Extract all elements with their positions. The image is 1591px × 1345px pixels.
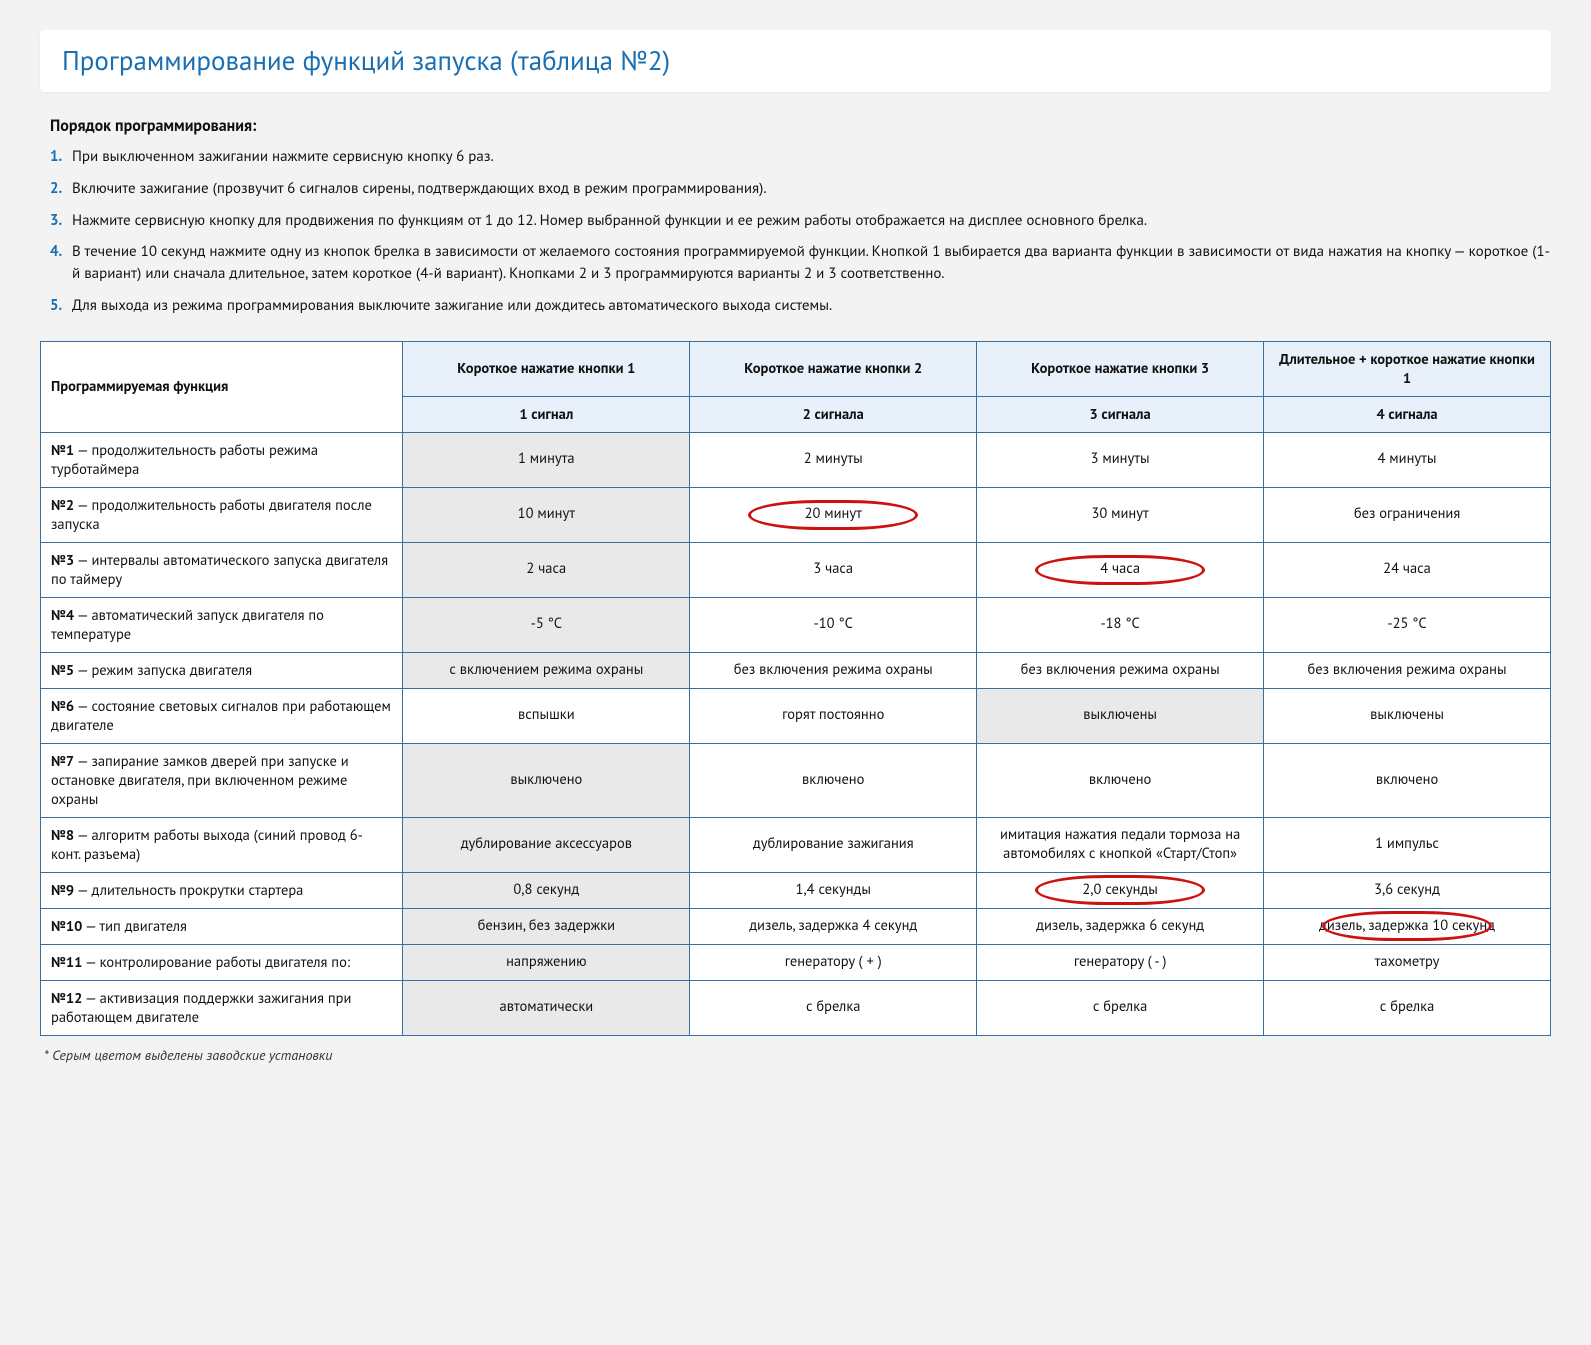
func-cell: №7 — запирание замков дверей при запуске…: [41, 743, 403, 817]
option-cell: дублирование аксессуаров: [403, 817, 690, 872]
option-cell: -25 °C: [1264, 597, 1551, 652]
option-cell: с брелка: [977, 980, 1264, 1035]
option-cell: тахометру: [1264, 944, 1551, 980]
func-cell: №9 — длительность прокрутки стартера: [41, 872, 403, 908]
steps-list: При выключенном зажигании нажмите сервис…: [50, 146, 1551, 317]
table-row: №2 — продолжительность работы двигателя …: [41, 487, 1551, 542]
option-cell: дизель, задержка 6 секунд: [977, 908, 1264, 944]
option-cell: без включения режима охраны: [977, 652, 1264, 688]
option-cell: 2 минуты: [690, 432, 977, 487]
option-cell: 1 минута: [403, 432, 690, 487]
highlight-circle: [748, 500, 918, 530]
option-cell: дизель, задержка 4 секунд: [690, 908, 977, 944]
step-item: В течение 10 секунд нажмите одну из кноп…: [50, 241, 1551, 285]
th-sig1: 1 сигнал: [403, 396, 690, 432]
option-cell: -18 °C: [977, 597, 1264, 652]
table-row: №1 — продолжительность работы режима тур…: [41, 432, 1551, 487]
option-cell: напряжению: [403, 944, 690, 980]
option-cell: вспышки: [403, 688, 690, 743]
table-row: №6 — состояние световых сигналов при раб…: [41, 688, 1551, 743]
option-cell: выключено: [403, 743, 690, 817]
option-cell: 24 часа: [1264, 542, 1551, 597]
option-cell: выключены: [977, 688, 1264, 743]
option-cell: 4 часа: [977, 542, 1264, 597]
func-cell: №4 — автоматический запуск двигателя по …: [41, 597, 403, 652]
func-cell: №5 — режим запуска двигателя: [41, 652, 403, 688]
table-row: №10 — тип двигателябензин, без задержкид…: [41, 908, 1551, 944]
option-cell: -5 °C: [403, 597, 690, 652]
highlight-circle: [1035, 555, 1205, 585]
option-cell: 3 минуты: [977, 432, 1264, 487]
option-cell: генератору ( - ): [977, 944, 1264, 980]
th-col2: Короткое нажатие кнопки 2: [690, 341, 977, 396]
func-cell: №8 — алгоритм работы выхода (синий прово…: [41, 817, 403, 872]
option-cell: автоматически: [403, 980, 690, 1035]
th-sig2: 2 сигнала: [690, 396, 977, 432]
option-cell: включено: [1264, 743, 1551, 817]
step-item: Для выхода из режима программирования вы…: [50, 295, 1551, 317]
th-sig3: 3 сигнала: [977, 396, 1264, 432]
option-cell: без включения режима охраны: [1264, 652, 1551, 688]
table-row: №9 — длительность прокрутки стартера0,8 …: [41, 872, 1551, 908]
option-cell: 2,0 секунды: [977, 872, 1264, 908]
page-title: Программирование функций запуска (таблиц…: [62, 44, 1529, 78]
option-cell: выключены: [1264, 688, 1551, 743]
option-cell: 2 часа: [403, 542, 690, 597]
func-cell: №3 — интервалы автоматического запуска д…: [41, 542, 403, 597]
option-cell: 1,4 секунды: [690, 872, 977, 908]
option-cell: 30 минут: [977, 487, 1264, 542]
table-body: №1 — продолжительность работы режима тур…: [41, 432, 1551, 1035]
table-row: №7 — запирание замков дверей при запуске…: [41, 743, 1551, 817]
func-cell: №2 — продолжительность работы двигателя …: [41, 487, 403, 542]
table-head: Программируемая функция Короткое нажатие…: [41, 341, 1551, 432]
option-cell: 3,6 секунд: [1264, 872, 1551, 908]
title-card: Программирование функций запуска (таблиц…: [40, 30, 1551, 92]
table-row: №5 — режим запуска двигателяс включением…: [41, 652, 1551, 688]
option-cell: 4 минуты: [1264, 432, 1551, 487]
option-cell: 1 импульс: [1264, 817, 1551, 872]
th-col4: Длительное + короткое нажатие кнопки 1: [1264, 341, 1551, 396]
table-row: №11 — контролирование работы двигателя п…: [41, 944, 1551, 980]
table-row: №8 — алгоритм работы выхода (синий прово…: [41, 817, 1551, 872]
footnote: * Серым цветом выделены заводские устано…: [44, 1046, 1551, 1064]
step-item: Нажмите сервисную кнопку для продвижения…: [50, 210, 1551, 232]
step-item: Включите зажигание (прозвучит 6 сигналов…: [50, 178, 1551, 200]
option-cell: 20 минут: [690, 487, 977, 542]
option-cell: с брелка: [690, 980, 977, 1035]
th-col1: Короткое нажатие кнопки 1: [403, 341, 690, 396]
th-function: Программируемая функция: [41, 341, 403, 432]
option-cell: с брелка: [1264, 980, 1551, 1035]
func-cell: №12 — активизация поддержки зажигания пр…: [41, 980, 403, 1035]
option-cell: без включения режима охраны: [690, 652, 977, 688]
option-cell: бензин, без задержки: [403, 908, 690, 944]
table-row: №4 — автоматический запуск двигателя по …: [41, 597, 1551, 652]
option-cell: генератору ( + ): [690, 944, 977, 980]
func-cell: №6 — состояние световых сигналов при раб…: [41, 688, 403, 743]
option-cell: имитация нажатия педали тормоза на автом…: [977, 817, 1264, 872]
option-cell: включено: [690, 743, 977, 817]
option-cell: дизель, задержка 10 секунд: [1264, 908, 1551, 944]
option-cell: 0,8 секунд: [403, 872, 690, 908]
step-item: При выключенном зажигании нажмите сервис…: [50, 146, 1551, 168]
highlight-circle: [1322, 911, 1492, 941]
option-cell: горят постоянно: [690, 688, 977, 743]
func-cell: №1 — продолжительность работы режима тур…: [41, 432, 403, 487]
option-cell: дублирование зажигания: [690, 817, 977, 872]
th-col3: Короткое нажатие кнопки 3: [977, 341, 1264, 396]
table-row: №12 — активизация поддержки зажигания пр…: [41, 980, 1551, 1035]
func-cell: №11 — контролирование работы двигателя п…: [41, 944, 403, 980]
th-sig4: 4 сигнала: [1264, 396, 1551, 432]
table-row: №3 — интервалы автоматического запуска д…: [41, 542, 1551, 597]
func-cell: №10 — тип двигателя: [41, 908, 403, 944]
option-cell: 3 часа: [690, 542, 977, 597]
option-cell: -10 °C: [690, 597, 977, 652]
option-cell: с включением режима охраны: [403, 652, 690, 688]
option-cell: включено: [977, 743, 1264, 817]
steps-heading: Порядок программирования:: [50, 116, 1551, 136]
option-cell: без ограничения: [1264, 487, 1551, 542]
highlight-circle: [1035, 875, 1205, 905]
option-cell: 10 минут: [403, 487, 690, 542]
programming-table: Программируемая функция Короткое нажатие…: [40, 341, 1551, 1036]
